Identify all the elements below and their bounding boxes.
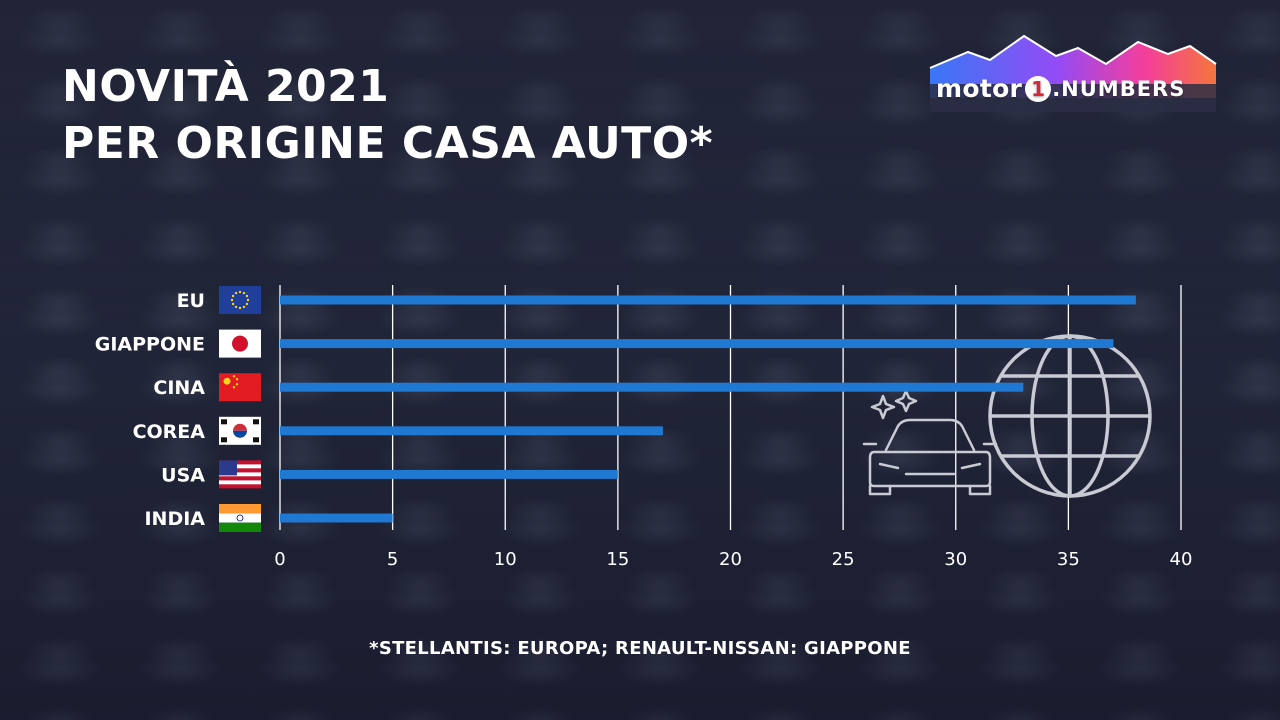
logo-mountains-icon [929,34,1217,112]
category-label: INDIA [144,508,205,530]
logo-numbers: .NUMBERS [1052,76,1186,101]
title-line-1: NOVITÀ 2021 [62,61,390,112]
x-tick-label: 30 [944,549,967,570]
page-title: NOVITÀ 2021 PER ORIGINE CASA AUTO* [62,58,713,172]
x-axis-ticks: 0 5 10 15 20 25 30 35 40 [274,549,1192,570]
logo-motor: motor [936,74,1023,103]
bar [280,295,1136,305]
x-tick-label: 20 [719,549,742,570]
motor1-numbers-logo: motor 1 .NUMBERS [928,34,1218,114]
eu-flag-icon [219,286,261,314]
china-flag-icon [219,373,261,402]
x-tick-label: 35 [1057,549,1080,570]
usa-flag-icon [219,460,261,489]
category-label: USA [161,464,205,486]
category-label: COREA [133,421,206,443]
globe-icon [988,334,1152,498]
bar [280,469,618,479]
bar [280,382,1024,392]
japan-flag-icon [219,329,261,358]
flags [219,286,261,532]
bar [280,513,393,523]
decor-icons [862,334,1152,498]
x-tick-label: 10 [494,549,517,570]
title-line-2: PER ORIGINE CASA AUTO* [62,118,714,169]
bar [280,426,663,436]
category-labels: EU GIAPPONE CINA COREA USA INDIA [95,290,206,530]
category-label: CINA [153,377,205,399]
car-sparkle-icon [862,389,998,496]
category-label: GIAPPONE [95,334,205,356]
logo-one: 1 [1025,75,1052,102]
bar [280,339,1114,349]
footnote: *STELLANTIS: EUROPA; RENAULT-NISSAN: GIA… [369,638,911,659]
x-tick-label: 0 [274,549,285,570]
logo-wordmark: motor 1 .NUMBERS [936,74,1212,103]
x-tick-label: 5 [387,549,398,570]
india-flag-icon [219,504,261,532]
x-tick-label: 15 [606,549,629,570]
x-tick-label: 40 [1170,549,1193,570]
category-label: EU [177,290,205,312]
bars [280,295,1136,523]
grid-lines [279,285,1182,530]
korea-flag-icon [219,416,261,445]
x-tick-label: 25 [832,549,855,570]
